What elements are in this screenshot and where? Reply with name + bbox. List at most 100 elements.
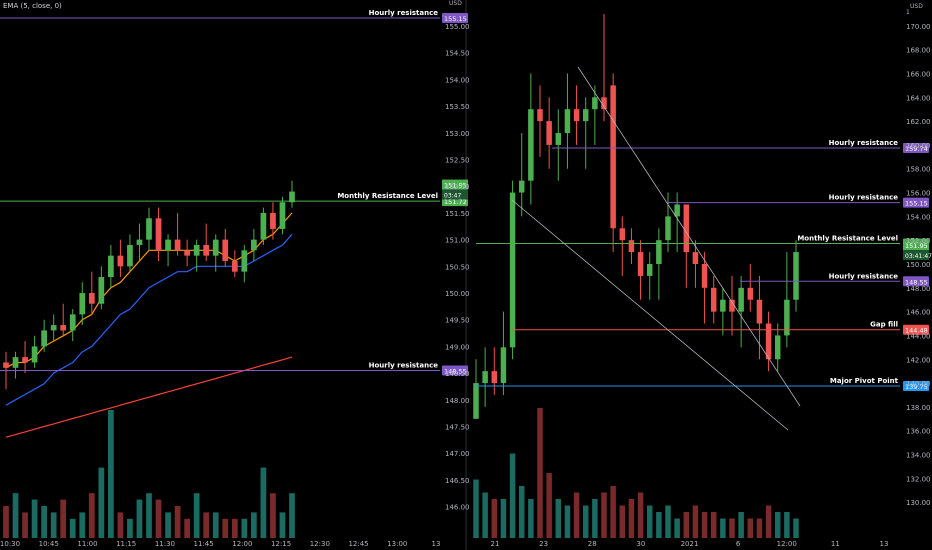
volume-bar [582, 505, 589, 538]
x-tick-label: 12:45 [348, 540, 368, 548]
y-tick-label: 164.00 [906, 94, 931, 102]
x-tick-label: 11:30 [155, 540, 175, 548]
countdown-badge-text: 03:47 [444, 193, 461, 200]
volume-bar [165, 512, 171, 538]
level-label: Major Pivot Point [830, 377, 899, 385]
level-badge [903, 143, 929, 154]
candle-body [555, 133, 562, 145]
countdown-badge [442, 189, 468, 200]
volume-bar [665, 505, 671, 538]
ema-long-line [5, 356, 293, 438]
candle-body [79, 293, 86, 315]
y-tick-label: 153.00 [445, 130, 470, 138]
volume-bar [203, 512, 210, 538]
candle-body [482, 371, 488, 384]
volume-bar [528, 499, 534, 538]
candle-body [165, 239, 171, 251]
chart-panel-2: Hourly resistance 159.74 Hourly resistance… [473, 3, 932, 548]
volume-bar [251, 512, 257, 538]
candle-body [473, 383, 479, 419]
volume-bar [573, 492, 580, 538]
candle-body [193, 244, 200, 256]
candle-body [784, 299, 790, 336]
price-badge-text: 151.95 [905, 242, 928, 250]
y-tick-label: 138.00 [906, 404, 931, 412]
volume-bar [601, 492, 607, 538]
x-tick-label: 13:00 [387, 540, 407, 548]
y-tick-label: 146.00 [445, 504, 470, 512]
candle-body [756, 299, 763, 324]
volume-bar [784, 512, 790, 538]
level-label: Hourly resistance [829, 139, 899, 147]
volume-bar [279, 512, 286, 538]
volume-bar [765, 505, 772, 538]
y-tick-label: 151.00 [445, 237, 470, 245]
ema-slow-line [5, 233, 293, 406]
candle-body [222, 239, 229, 261]
volume-bar [222, 518, 229, 538]
volume-bar [656, 512, 662, 538]
candle-body [69, 314, 76, 331]
price-badge [442, 179, 468, 190]
volume-bar [509, 453, 516, 538]
volume-bar [610, 486, 616, 538]
level-label: Monthly Resistance Level [337, 192, 438, 200]
y-tick-label: 156.00 [906, 190, 931, 198]
candle-body [146, 218, 152, 240]
y-tick-label: 148.00 [445, 397, 470, 405]
y-axis-unit: USD [449, 0, 462, 7]
level-badge-text: 155.15 [905, 200, 928, 208]
candle-body [793, 252, 799, 300]
candle-body [3, 362, 9, 368]
volume-bar [241, 518, 248, 538]
volume-bar [260, 467, 267, 538]
candle-body [279, 202, 286, 229]
countdown-badge [903, 250, 929, 261]
y-tick-label: 144.00 [906, 332, 931, 340]
volume-bar [729, 518, 735, 538]
indicator-label[interactable]: EMA (5, close, 0) [3, 2, 62, 10]
candle-body [127, 244, 133, 267]
x-tick-label: 12:15 [271, 540, 291, 548]
level-badge-text: 155.15 [444, 15, 467, 23]
x-tick-label: 21 [491, 540, 500, 548]
x-tick-label: 13 [880, 540, 889, 548]
candle-body [212, 239, 219, 256]
volume-bar [674, 518, 680, 538]
volume-bar [155, 499, 162, 538]
volume-bar [69, 518, 76, 538]
volume-bar [756, 518, 763, 538]
volume-bar [628, 499, 635, 538]
x-tick-label: 11:45 [194, 540, 214, 548]
y-tick-label: 158.00 [906, 166, 931, 174]
y-tick-label: 136.00 [906, 428, 931, 436]
volume-bar [3, 506, 9, 538]
candle-body [582, 109, 589, 122]
level-badge-text: 148.55 [905, 278, 928, 286]
candle-body [184, 250, 190, 256]
candle-body [674, 204, 680, 217]
volume-bar [12, 493, 19, 538]
y-tick-label: 152.50 [445, 157, 470, 165]
level-badge [903, 381, 929, 392]
candle-body [231, 260, 238, 272]
level-badge-text: 139.75 [905, 383, 928, 391]
candle-body [136, 239, 143, 245]
candle-body [656, 240, 662, 264]
volume-bar [193, 493, 200, 538]
countdown-badge-text: 03:41:47 [905, 253, 932, 260]
candle-body [564, 109, 571, 134]
candle-body [500, 347, 507, 384]
candle-body [50, 325, 57, 331]
candle-body [270, 212, 276, 229]
candle-body [619, 228, 626, 241]
y-tick-label: 146.00 [906, 309, 931, 317]
x-tick-label: 12:30 [310, 540, 330, 548]
chart-panel-1: Hourly resistance 155.15 Monthly Resistanc… [0, 0, 470, 548]
volume-bar [793, 518, 799, 538]
candle-body [701, 264, 708, 288]
candle-body [491, 371, 498, 384]
level-badge [903, 276, 929, 287]
candle-body [683, 204, 690, 253]
